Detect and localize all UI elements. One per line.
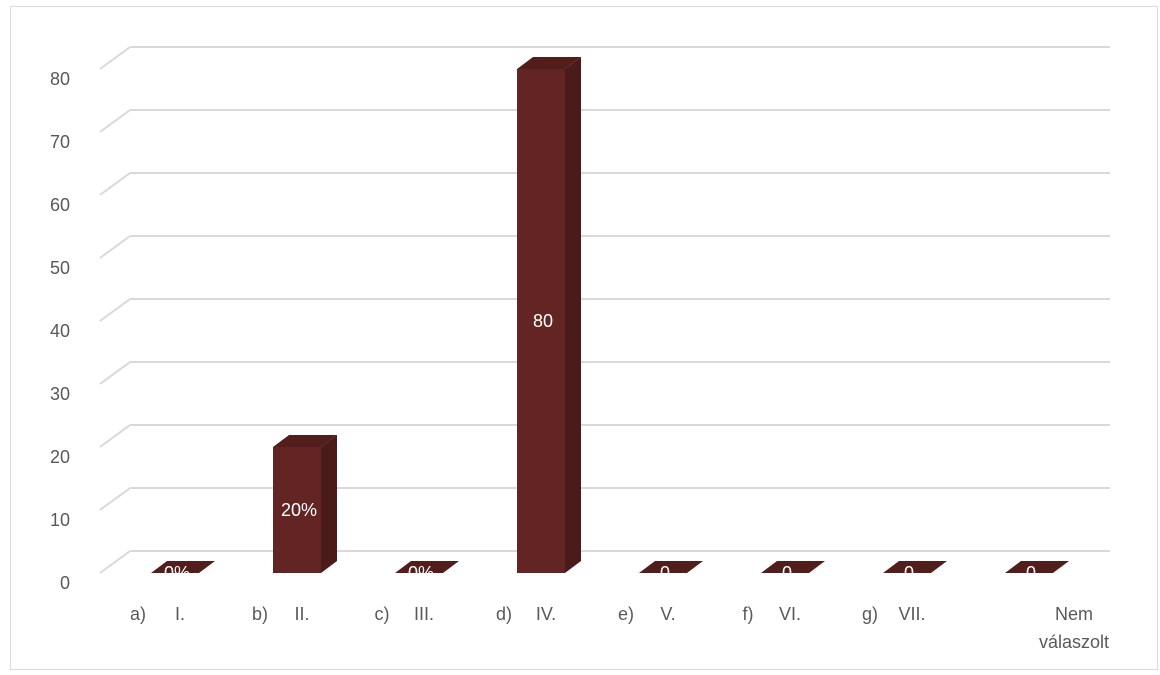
data-label: 0%: [408, 563, 434, 583]
x-tick-label: IV.: [536, 604, 556, 624]
chart-frame: [10, 6, 1158, 670]
x-tick-label: Nem: [1055, 604, 1093, 624]
x-tick-label-letter: a): [130, 604, 146, 624]
bar-top-6: [883, 561, 947, 573]
data-label: 20%: [281, 500, 317, 520]
y-tick-label: 50: [50, 258, 70, 278]
data-label: 0: [904, 563, 914, 583]
data-label: 0: [782, 563, 792, 583]
bar-top-7: [1005, 561, 1069, 573]
gridline-side: [99, 46, 131, 70]
x-tick-label: V.: [660, 604, 675, 624]
y-tick-label: 10: [50, 510, 70, 530]
bar-side-3: [565, 57, 581, 573]
gridline-side: [99, 487, 131, 511]
gridline-side: [99, 235, 131, 259]
data-label: 0%: [164, 563, 190, 583]
y-tick-label: 80: [50, 69, 70, 89]
bar-top-1: [273, 435, 337, 447]
gridline-side: [99, 550, 131, 574]
data-label: 80: [533, 311, 553, 331]
y-tick-label: 60: [50, 195, 70, 215]
bar-top-4: [639, 561, 703, 573]
x-tick-label: I.: [175, 604, 185, 624]
y-tick-label: 70: [50, 132, 70, 152]
bar-side-1: [321, 435, 337, 573]
bar-top-3: [517, 57, 581, 69]
y-tick-label: 30: [50, 384, 70, 404]
gridline-side: [99, 109, 131, 133]
bar-top-2: [395, 561, 459, 573]
bar-1: [273, 447, 321, 573]
x-tick-label-letter: b): [252, 604, 268, 624]
x-tick-label-letter: d): [496, 604, 512, 624]
data-label: 0: [1026, 563, 1036, 583]
bar-3: [517, 69, 565, 573]
gridline-side: [99, 298, 131, 322]
x-tick-label-letter: c): [375, 604, 390, 624]
y-tick-label: 40: [50, 321, 70, 341]
gridline-side: [99, 361, 131, 385]
y-tick-label: 20: [50, 447, 70, 467]
x-tick-label: VII.: [898, 604, 925, 624]
x-tick-label-letter: e): [618, 604, 634, 624]
x-tick-label: VI.: [779, 604, 801, 624]
x-tick-label: II.: [294, 604, 309, 624]
bar-top-0: [151, 561, 215, 573]
x-tick-label: III.: [414, 604, 434, 624]
gridline-side: [99, 424, 131, 448]
y-tick-label: 0: [60, 573, 70, 593]
bar-top-5: [761, 561, 825, 573]
x-tick-label-letter: f): [743, 604, 754, 624]
gridline-side: [99, 172, 131, 196]
data-label: 0: [660, 563, 670, 583]
x-tick-label-letter: g): [862, 604, 878, 624]
x-tick-label: válaszolt: [1039, 632, 1109, 652]
